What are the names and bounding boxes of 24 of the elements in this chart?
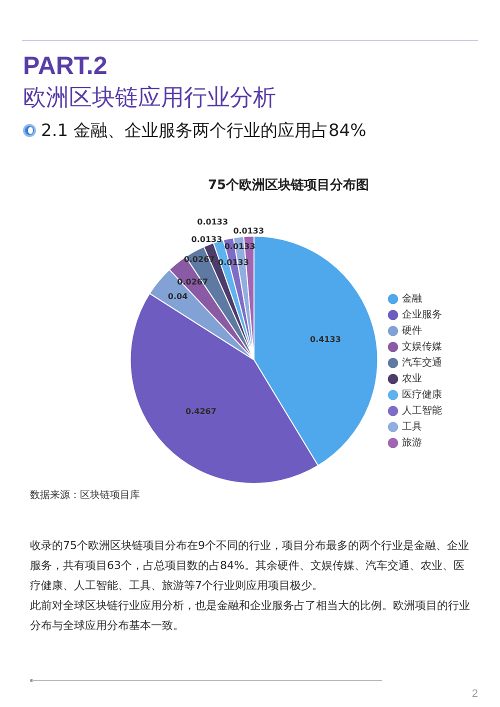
text: 收录的75个欧洲区块链项目分布在9个不同的行业，项目分布最多的两个行业是金融、企业服务，共有项目63个，占总项目数的占84%。其余硬件、文娱传媒、汽车交通、农业、医疗健康、人工智能、工具、旅游等7个行业则应用项目极少。 (30, 538, 470, 594)
data-label: 0.4133 (310, 334, 341, 344)
source-note: 数据来源：区块链项目库 (30, 488, 140, 502)
data-label: 0.4267 (186, 406, 216, 416)
chart-title: 75个欧洲区块链项目分布图 (208, 178, 370, 194)
legend-label: 工具 (402, 422, 422, 433)
legend-label: 农业 (402, 372, 422, 385)
data-label: 0.0133 (197, 217, 228, 226)
legend-label: 文娱传媒 (402, 340, 442, 353)
legend-label: 硬件 (402, 326, 422, 337)
legend-label: 企业服务 (402, 308, 442, 321)
legend-label: 旅游 (402, 436, 422, 449)
legend-label: 汽车交通 (402, 356, 442, 369)
data-label: 0.04 (168, 292, 188, 301)
legend-label: 人工智能 (402, 404, 442, 417)
text: PART.2 (23, 52, 108, 81)
legend-label: 医疗健康 (402, 388, 442, 401)
data-label: 0.0133 (233, 226, 264, 236)
text: 欧洲区块链应用行业分析 (23, 84, 276, 113)
legend-label: 金融 (402, 292, 422, 305)
data-label: 0.0133 (191, 235, 222, 244)
text: 2 (472, 688, 478, 700)
text: 此前对全球区块链行业应用分析，也是金融和企业服务占了相当大的比例。欧洲项目的行业分布与全球应用分布基本一致。 (30, 598, 471, 634)
text: 2.1 金融、企业服务两个行业的应用占84% (41, 120, 366, 142)
